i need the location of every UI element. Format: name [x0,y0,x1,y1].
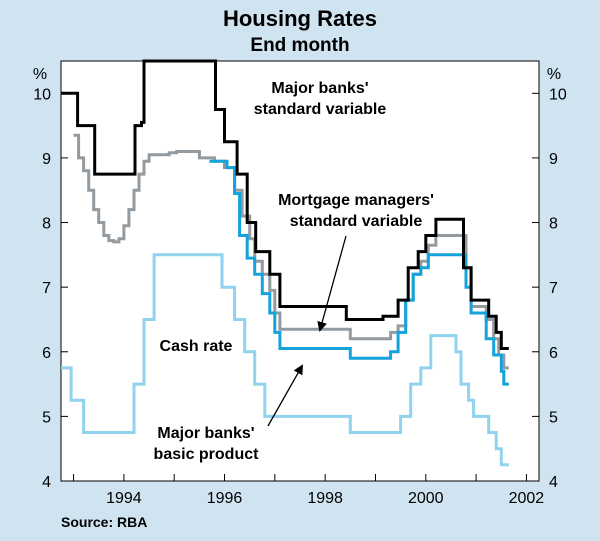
annotation-major-banks-basic-product: Major banks' basic product [154,425,260,463]
x-tick-label: 1996 [207,490,243,507]
y-tick-label-right: 10 [549,86,567,103]
source-note: Source: RBA [61,514,147,530]
plot-area [60,60,540,482]
y-tick-label-left: 10 [33,86,51,103]
annotation-mortgage-managers-standard-variable: Mortgage managers' standard variable [278,192,434,230]
y-unit-right: % [547,66,561,83]
series-line-mortgage-managers-standard-variable [73,133,509,370]
annotation-line: standard variable [290,213,423,230]
y-tick-label-left: 9 [42,151,51,168]
series-layer [61,59,509,467]
chart-subtitle: End month [250,35,349,56]
annotation-arrow [267,364,303,427]
y-tick-label-right: 9 [549,151,558,168]
x-axis: 1994 1996 1998 2000 2002 [73,474,545,507]
y-tick-label-right: 5 [549,409,558,426]
annotation-cash-rate: Cash rate [160,338,233,355]
y-unit-left: % [33,66,47,83]
annotation-line: basic product [154,446,260,463]
y-tick-label-right: 8 [549,216,558,233]
series-line-cash-rate [61,253,509,467]
annotation-line: Major banks' [157,425,254,442]
y-tick-label-left: 7 [42,280,51,297]
y-tick-label-right: 7 [549,280,558,297]
annotation-line: standard variable [254,101,387,118]
series-line-major-banks-basic-product [209,159,509,386]
series-line-major-banks-standard-variable [61,59,509,350]
y-tick-label-left: 4 [42,474,51,491]
x-tick-label: 1994 [106,490,142,507]
x-tick-label: 2000 [408,490,444,507]
x-tick-label: 1998 [307,490,343,507]
y-tick-label-right: 4 [549,474,558,491]
y-axis-right: 4 5 6 7 8 9 10 [532,86,567,491]
annotation-major-banks-standard-variable: Major banks' standard variable [254,80,387,118]
annotation-arrow [317,235,347,332]
y-tick-label-right: 6 [549,345,558,362]
annotation-line: Major banks' [271,80,368,97]
chart-title: Housing Rates [223,6,377,31]
y-tick-label-left: 8 [42,216,51,233]
x-tick-label: 2002 [509,490,545,507]
annotation-line: Mortgage managers' [278,192,434,209]
y-tick-label-left: 6 [42,345,51,362]
y-tick-label-left: 5 [42,409,51,426]
annotation-line: Cash rate [160,338,233,355]
